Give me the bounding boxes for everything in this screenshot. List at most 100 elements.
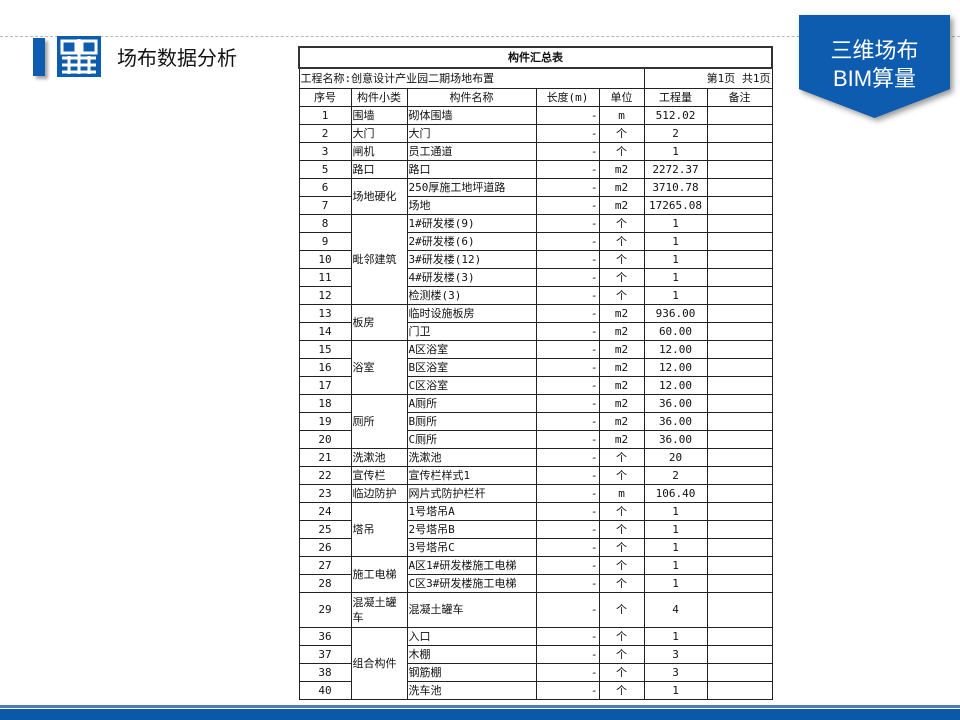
column-header: 单位 xyxy=(598,88,645,107)
cell-note xyxy=(706,502,773,521)
cell-category: 施工电梯 xyxy=(350,556,408,593)
cell-name: 洗车池 xyxy=(406,681,537,700)
cell-quantity: 17265.08 xyxy=(643,196,708,215)
project-row: 工程名称:创意设计产业园二期场地布置 第1页 共1页 xyxy=(298,67,773,89)
cell-seq: 16 xyxy=(298,358,352,377)
cell-seq: 37 xyxy=(298,645,352,664)
cell-quantity: 1 xyxy=(643,250,708,269)
cell-length: - xyxy=(535,627,600,646)
cell-quantity: 1 xyxy=(643,681,708,700)
cell-name: 4#研发楼(3) xyxy=(406,268,537,287)
cell-quantity: 512.02 xyxy=(643,106,708,125)
cell-quantity: 12.00 xyxy=(643,376,708,395)
table-row: 8 毗邻建筑 1#研发楼(9) - 个 1 xyxy=(298,214,773,305)
cell-length: - xyxy=(535,592,600,628)
cell-name: 3号塔吊C xyxy=(406,538,537,557)
cell-note xyxy=(706,520,773,539)
cell-note xyxy=(706,286,773,305)
cell-note xyxy=(706,394,773,413)
company-logo-icon xyxy=(57,36,101,77)
cell-note xyxy=(706,214,773,233)
cell-unit: m2 xyxy=(598,322,645,341)
cell-seq: 19 xyxy=(298,412,352,431)
badge-line-2: BIM算量 xyxy=(832,66,917,91)
cell-note xyxy=(706,196,773,215)
cell-length: - xyxy=(535,556,600,575)
cell-length: - xyxy=(535,322,600,341)
cell-unit: m2 xyxy=(598,358,645,377)
cell-seq: 9 xyxy=(298,232,352,251)
cell-unit: 个 xyxy=(598,466,645,485)
table-row: 10 3#研发楼(12) - 个 1 xyxy=(298,250,773,269)
cell-name: 宣传栏样式1 xyxy=(406,466,537,485)
cell-length: - xyxy=(535,520,600,539)
cell-category: 闸机 xyxy=(350,142,408,161)
cell-name: 检测楼(3) xyxy=(406,286,537,305)
cell-note xyxy=(706,466,773,485)
cell-note xyxy=(706,268,773,287)
cell-seq: 8 xyxy=(298,214,352,233)
project-name: 工程名称:创意设计产业园二期场地布置 xyxy=(298,67,645,89)
cell-quantity: 1 xyxy=(643,142,708,161)
cell-note xyxy=(706,142,773,161)
cell-quantity: 4 xyxy=(643,592,708,628)
cell-note xyxy=(706,538,773,557)
cell-quantity: 36.00 xyxy=(643,412,708,431)
footer-bar xyxy=(0,709,960,720)
cell-quantity: 1 xyxy=(643,574,708,593)
cell-name: C区3#研发楼施工电梯 xyxy=(406,574,537,593)
cell-length: - xyxy=(535,286,600,305)
cell-length: - xyxy=(535,250,600,269)
cell-unit: 个 xyxy=(598,645,645,664)
cell-name: 门卫 xyxy=(406,322,537,341)
cell-name: 钢筋棚 xyxy=(406,663,537,682)
cell-unit: m2 xyxy=(598,340,645,359)
cell-length: - xyxy=(535,663,600,682)
cell-length: - xyxy=(535,394,600,413)
cell-note xyxy=(706,124,773,143)
cell-note xyxy=(706,178,773,197)
cell-seq: 17 xyxy=(298,376,352,395)
cell-length: - xyxy=(535,160,600,179)
cell-quantity: 2 xyxy=(643,466,708,485)
cell-quantity: 2272.37 xyxy=(643,160,708,179)
cell-category: 组合构件 xyxy=(350,627,408,700)
cell-category: 塔吊 xyxy=(350,502,408,557)
cell-length: - xyxy=(535,142,600,161)
cell-unit: m2 xyxy=(598,178,645,197)
cell-unit: 个 xyxy=(598,574,645,593)
cell-name: 2#研发楼(6) xyxy=(406,232,537,251)
table-row: 9 2#研发楼(6) - 个 1 xyxy=(298,232,773,251)
cell-name: B区浴室 xyxy=(406,358,537,377)
cell-seq: 1 xyxy=(298,106,352,125)
cell-name: 网片式防护栏杆 xyxy=(406,484,537,503)
cell-seq: 28 xyxy=(298,574,352,593)
cell-note xyxy=(706,376,773,395)
table-row: 24 塔吊 1号塔吊A - 个 1 xyxy=(298,502,773,557)
cell-note xyxy=(706,448,773,467)
cell-note xyxy=(706,232,773,251)
cell-seq: 18 xyxy=(298,394,352,413)
cell-length: - xyxy=(535,268,600,287)
cell-note xyxy=(706,106,773,125)
table-row: 29 混凝土罐车 混凝土罐车 - 个 4 xyxy=(298,592,773,628)
cell-length: - xyxy=(535,196,600,215)
cell-length: - xyxy=(535,448,600,467)
cell-note xyxy=(706,250,773,269)
cell-length: - xyxy=(535,232,600,251)
cell-note xyxy=(706,160,773,179)
table-row: 37 木棚 - 个 3 xyxy=(298,645,773,664)
cell-note xyxy=(706,412,773,431)
table-row: 3 闸机 员工通道 - 个 1 xyxy=(298,142,773,161)
table-row: 22 宣传栏 宣传栏样式1- 个 2 xyxy=(298,466,773,485)
cell-category: 路口 xyxy=(350,160,408,179)
cell-unit: 个 xyxy=(598,663,645,682)
cell-note xyxy=(706,663,773,682)
cell-unit: m2 xyxy=(598,196,645,215)
cell-unit: 个 xyxy=(598,232,645,251)
cell-unit: 个 xyxy=(598,448,645,467)
column-header: 工程量 xyxy=(643,88,708,107)
table-row: 15 浴室 A区浴室 - m2 12.00 xyxy=(298,340,773,395)
table-row: 23 临边防护 网片式防护栏杆 - m 106.40 xyxy=(298,484,773,503)
cell-seq: 6 xyxy=(298,178,352,197)
